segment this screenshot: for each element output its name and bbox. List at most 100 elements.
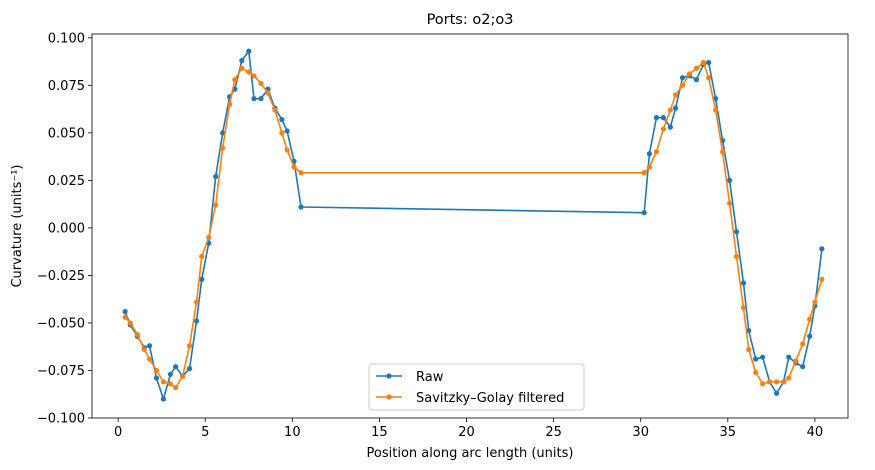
x-axis-label: Position along arc length (units) <box>367 446 574 461</box>
legend-box <box>368 363 585 411</box>
data-point <box>239 58 245 64</box>
data-point <box>807 316 813 322</box>
plot-layer <box>122 48 825 402</box>
data-point <box>134 331 140 337</box>
y-axis: −0.100 −0.075 −0.050 −0.025 0.000 0.025 0.050 0… <box>37 31 92 427</box>
data-point <box>767 379 773 385</box>
data-point <box>193 299 200 305</box>
data-point <box>660 126 666 132</box>
data-point <box>279 130 285 136</box>
data-point <box>780 379 787 385</box>
data-point <box>186 343 193 349</box>
y-axis-label: Curvature (units⁻¹) <box>10 164 25 287</box>
x-axis: 0 5 10 15 20 25 30 35 40 <box>114 418 823 440</box>
data-point <box>220 130 226 136</box>
data-point <box>819 246 825 252</box>
x-tick-label: 20 <box>458 425 475 440</box>
data-point <box>646 164 653 170</box>
data-point <box>706 59 712 66</box>
data-point <box>667 107 673 113</box>
data-point <box>719 149 726 155</box>
data-point <box>213 173 219 180</box>
data-point <box>746 327 752 334</box>
data-point <box>213 202 219 208</box>
data-point <box>167 381 173 387</box>
data-point <box>122 314 128 320</box>
data-point <box>693 65 700 71</box>
data-point <box>646 151 653 157</box>
data-point <box>641 210 647 216</box>
x-tick-label: 15 <box>371 425 388 440</box>
data-point <box>746 346 752 353</box>
data-point <box>153 375 160 381</box>
data-point <box>167 371 173 377</box>
x-tick-label: 10 <box>284 425 301 440</box>
data-point <box>733 253 740 260</box>
legend-label-filtered: Savitzky–Golay filtered <box>416 391 564 406</box>
y-tick-label: −0.100 <box>37 412 85 427</box>
legend-marker-filtered <box>386 394 392 400</box>
data-point <box>726 177 733 183</box>
data-point <box>291 164 297 170</box>
data-point <box>760 381 766 387</box>
data-point <box>786 375 792 381</box>
data-point <box>239 65 245 71</box>
data-point <box>199 253 205 260</box>
data-point <box>298 170 304 176</box>
data-point <box>146 356 153 362</box>
data-point <box>246 69 252 75</box>
data-point <box>713 107 719 113</box>
y-tick-label: 0.050 <box>48 126 85 141</box>
data-point <box>807 333 813 339</box>
data-point <box>653 149 659 155</box>
y-tick-label: 0.100 <box>48 31 85 46</box>
series-filtered <box>122 59 825 391</box>
data-point <box>641 170 647 176</box>
plot-frame <box>91 33 849 419</box>
y-tick-label: −0.050 <box>37 316 85 331</box>
y-tick-label: −0.075 <box>37 364 85 379</box>
data-point <box>753 356 759 362</box>
data-point <box>160 396 167 402</box>
data-point <box>265 90 271 96</box>
data-point <box>686 71 693 77</box>
data-point <box>733 229 740 235</box>
data-point <box>819 276 825 282</box>
data-point <box>706 75 712 81</box>
data-point <box>284 147 290 153</box>
x-tick-label: 40 <box>807 425 824 440</box>
data-point <box>127 320 133 326</box>
data-point <box>653 115 659 121</box>
data-point <box>693 77 700 83</box>
x-tick-label: 5 <box>201 425 209 440</box>
data-point <box>251 96 257 102</box>
data-point <box>800 341 806 347</box>
legend-marker-raw <box>386 373 392 379</box>
data-point <box>272 107 278 113</box>
data-point <box>122 308 128 315</box>
data-point <box>740 280 747 286</box>
data-point <box>173 364 179 370</box>
data-point <box>700 59 707 66</box>
data-point <box>179 373 186 379</box>
y-tick-label: −0.025 <box>37 269 85 284</box>
data-point <box>258 80 264 87</box>
data-point <box>713 96 719 102</box>
data-point <box>284 128 290 134</box>
data-point <box>246 48 252 54</box>
data-point <box>679 82 686 88</box>
data-point <box>186 365 193 372</box>
data-point <box>679 75 686 81</box>
x-tick-label: 0 <box>114 425 122 440</box>
chart-title: Ports: o2;o3 <box>427 12 514 28</box>
data-point <box>667 124 673 130</box>
x-tick-label: 25 <box>545 425 562 440</box>
legend-label-raw: Raw <box>416 370 444 385</box>
data-point <box>232 77 238 83</box>
y-tick-label: 0.000 <box>48 221 85 236</box>
data-point <box>672 92 679 98</box>
data-point <box>298 204 304 210</box>
data-point <box>227 101 233 107</box>
data-point <box>251 73 257 79</box>
